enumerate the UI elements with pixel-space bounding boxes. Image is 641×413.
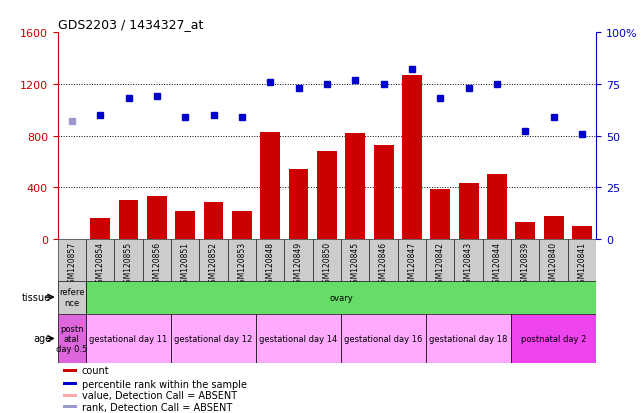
Text: GSM120841: GSM120841 bbox=[578, 242, 587, 287]
Bar bbox=[483, 240, 511, 281]
Text: GSM120849: GSM120849 bbox=[294, 242, 303, 287]
Text: GSM120855: GSM120855 bbox=[124, 242, 133, 287]
Bar bbox=[86, 240, 114, 281]
Text: ovary: ovary bbox=[329, 293, 353, 302]
Bar bbox=[341, 314, 426, 363]
Text: GSM120842: GSM120842 bbox=[436, 242, 445, 287]
Text: GSM120843: GSM120843 bbox=[464, 242, 473, 287]
Bar bbox=[175, 211, 195, 240]
Bar bbox=[345, 134, 365, 240]
Bar bbox=[515, 223, 535, 240]
Bar bbox=[341, 240, 369, 281]
Bar bbox=[487, 175, 507, 240]
Bar bbox=[317, 152, 337, 240]
Bar bbox=[90, 219, 110, 240]
Text: gestational day 12: gestational day 12 bbox=[174, 334, 253, 343]
Text: percentile rank within the sample: percentile rank within the sample bbox=[82, 379, 247, 389]
Text: GSM120852: GSM120852 bbox=[209, 242, 218, 287]
Bar bbox=[285, 240, 313, 281]
Text: gestational day 14: gestational day 14 bbox=[260, 334, 338, 343]
Text: GSM120856: GSM120856 bbox=[153, 242, 162, 287]
Bar bbox=[369, 240, 398, 281]
Bar bbox=[171, 314, 256, 363]
Bar bbox=[63, 394, 76, 396]
Bar bbox=[260, 133, 280, 240]
Bar bbox=[511, 240, 540, 281]
Bar bbox=[63, 382, 76, 385]
Bar bbox=[199, 240, 228, 281]
Text: GSM120846: GSM120846 bbox=[379, 242, 388, 287]
Bar bbox=[430, 189, 450, 240]
Bar bbox=[426, 314, 511, 363]
Bar bbox=[572, 227, 592, 240]
Text: GDS2203 / 1434327_at: GDS2203 / 1434327_at bbox=[58, 17, 203, 31]
Text: GSM120851: GSM120851 bbox=[181, 242, 190, 287]
Text: postn
atal
day 0.5: postn atal day 0.5 bbox=[56, 324, 87, 354]
Text: gestational day 16: gestational day 16 bbox=[344, 334, 423, 343]
Bar bbox=[228, 240, 256, 281]
Bar bbox=[568, 240, 596, 281]
Bar bbox=[256, 314, 341, 363]
Bar bbox=[119, 201, 138, 240]
Bar bbox=[374, 145, 394, 240]
Bar bbox=[58, 281, 86, 314]
Text: GSM120839: GSM120839 bbox=[520, 242, 529, 287]
Text: GSM120848: GSM120848 bbox=[266, 242, 275, 287]
Bar bbox=[86, 314, 171, 363]
Bar bbox=[426, 240, 454, 281]
Bar bbox=[204, 202, 224, 240]
Bar bbox=[58, 240, 86, 281]
Bar bbox=[313, 240, 341, 281]
Text: age: age bbox=[33, 334, 51, 344]
Text: gestational day 18: gestational day 18 bbox=[429, 334, 508, 343]
Text: GSM120857: GSM120857 bbox=[67, 242, 76, 287]
Bar bbox=[58, 314, 86, 363]
Bar bbox=[114, 240, 143, 281]
Text: gestational day 11: gestational day 11 bbox=[89, 334, 168, 343]
Text: GSM120854: GSM120854 bbox=[96, 242, 104, 287]
Bar bbox=[544, 217, 563, 240]
Text: refere
nce: refere nce bbox=[59, 288, 85, 307]
Text: GSM120853: GSM120853 bbox=[237, 242, 246, 287]
Bar bbox=[402, 76, 422, 240]
Text: GSM120847: GSM120847 bbox=[408, 242, 417, 287]
Text: postnatal day 2: postnatal day 2 bbox=[521, 334, 587, 343]
Bar bbox=[459, 184, 479, 240]
Bar bbox=[256, 240, 285, 281]
Text: GSM120840: GSM120840 bbox=[549, 242, 558, 287]
Text: tissue: tissue bbox=[22, 292, 51, 302]
Bar bbox=[511, 314, 596, 363]
Text: rank, Detection Call = ABSENT: rank, Detection Call = ABSENT bbox=[82, 401, 232, 412]
Bar bbox=[454, 240, 483, 281]
Text: GSM120844: GSM120844 bbox=[492, 242, 501, 287]
Bar bbox=[147, 197, 167, 240]
Bar bbox=[232, 211, 252, 240]
Text: value, Detection Call = ABSENT: value, Detection Call = ABSENT bbox=[82, 390, 237, 400]
Bar bbox=[171, 240, 199, 281]
Bar bbox=[143, 240, 171, 281]
Text: GSM120845: GSM120845 bbox=[351, 242, 360, 287]
Text: GSM120850: GSM120850 bbox=[322, 242, 331, 287]
Text: count: count bbox=[82, 365, 110, 375]
Bar bbox=[398, 240, 426, 281]
Bar bbox=[540, 240, 568, 281]
Bar bbox=[63, 405, 76, 408]
Bar bbox=[288, 170, 308, 240]
Bar bbox=[63, 369, 76, 372]
